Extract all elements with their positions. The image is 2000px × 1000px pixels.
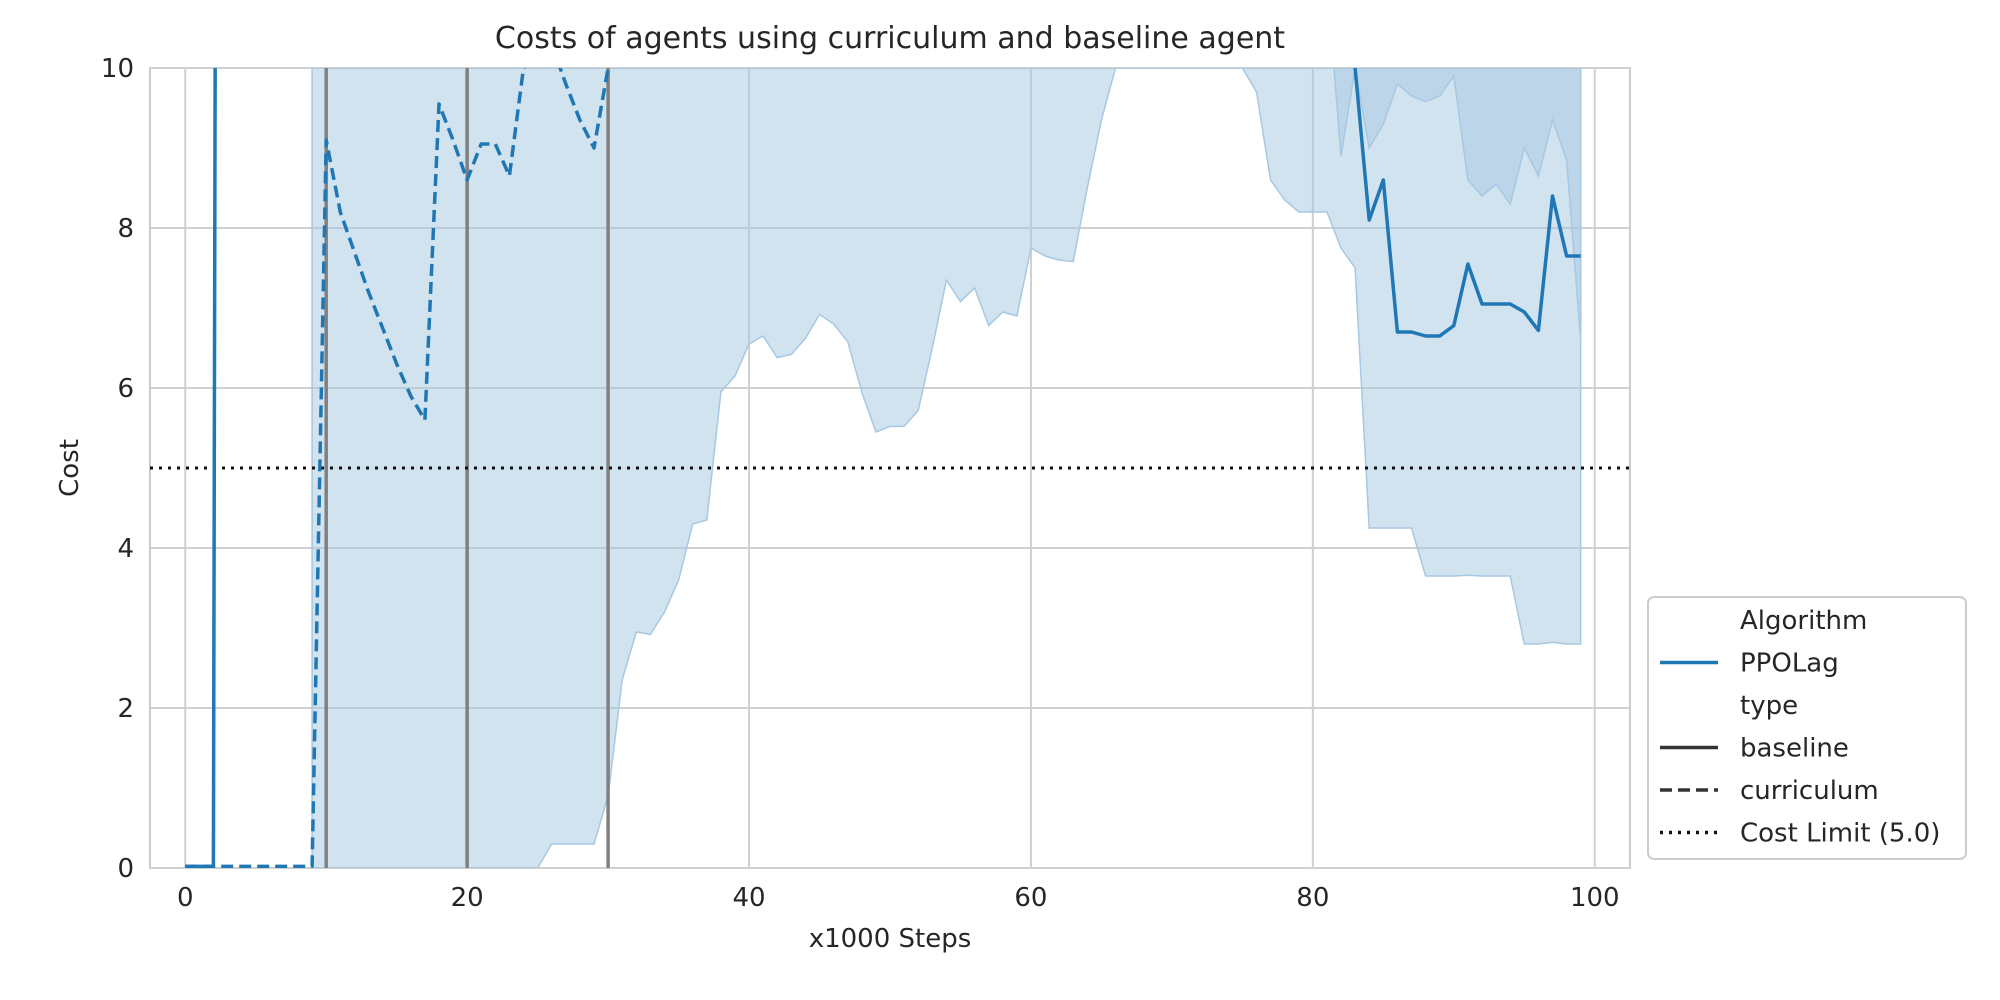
y-tick-label: 10 (101, 54, 134, 84)
y-tick-label: 6 (117, 374, 134, 404)
chart-title: Costs of agents using curriculum and bas… (495, 21, 1285, 56)
x-tick-labels: 0 20 40 60 80 100 (177, 883, 1620, 913)
y-tick-label: 8 (117, 214, 134, 244)
x-tick-label: 20 (451, 883, 484, 913)
series-lines (185, 68, 1581, 868)
ci-band-curriculum (311, 68, 1582, 868)
legend-label: Cost Limit (5.0) (1740, 819, 1940, 849)
ci-bands (311, 68, 1582, 868)
legend-label: baseline (1740, 734, 1849, 764)
legend-label: Algorithm (1740, 606, 1867, 636)
x-tick-label: 100 (1570, 883, 1620, 913)
y-tick-label: 2 (117, 694, 134, 724)
legend-label: PPOLag (1740, 649, 1839, 679)
x-tick-label: 80 (1296, 883, 1329, 913)
x-tick-label: 40 (733, 883, 766, 913)
legend-label: type (1740, 691, 1798, 721)
y-tick-labels: 0 2 4 6 8 10 (101, 54, 134, 884)
series-line-curriculum (185, 68, 610, 868)
legend-label: curriculum (1740, 776, 1879, 806)
y-tick-label: 4 (117, 534, 134, 564)
y-axis-label: Cost (55, 439, 85, 497)
series-line-baseline (185, 68, 1581, 868)
x-tick-label: 0 (177, 883, 194, 913)
x-axis-label: x1000 Steps (809, 924, 972, 954)
legend: Algorithm PPOLag type baseline curriculum Cos… (1647, 596, 1967, 860)
y-tick-label: 0 (117, 854, 134, 884)
x-tick-label: 60 (1014, 883, 1047, 913)
legend-box (1647, 596, 1967, 860)
